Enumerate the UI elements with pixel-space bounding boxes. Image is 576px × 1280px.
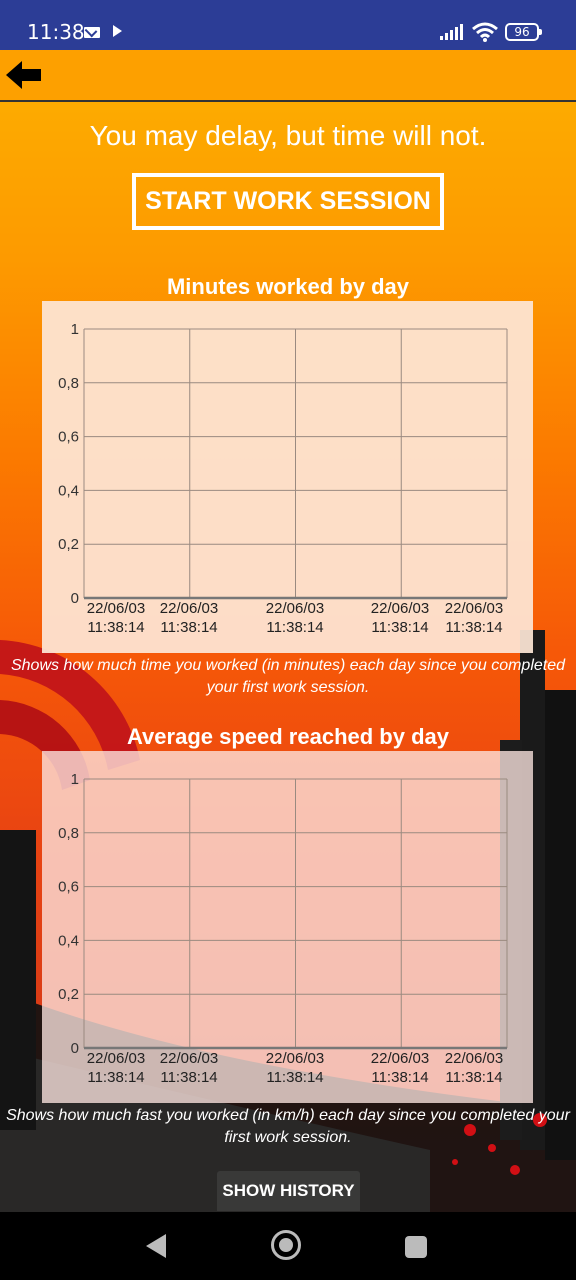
- x-tick-label: 11:38:14: [266, 619, 323, 636]
- x-tick-label: 22/06/03: [445, 1050, 503, 1067]
- status-time: 11:38: [27, 20, 85, 44]
- motto-text: You may delay, but time will not.: [89, 120, 487, 151]
- x-tick-label: 11:38:14: [87, 1069, 144, 1086]
- x-tick-label: 22/06/03: [445, 600, 503, 617]
- x-tick-label: 11:38:14: [266, 1069, 323, 1086]
- y-tick-label: 0,4: [58, 482, 79, 499]
- mail-icon: [84, 27, 100, 38]
- x-tick-label: 22/06/03: [371, 1050, 429, 1067]
- y-tick-label: 1: [71, 771, 79, 788]
- arrow-left-icon[interactable]: [4, 58, 44, 92]
- x-tick-label: 22/06/03: [160, 1050, 218, 1067]
- nav-back-icon[interactable]: [146, 1234, 166, 1258]
- y-tick-label: 0,2: [58, 986, 79, 1003]
- x-tick-label: 11:38:14: [371, 1069, 428, 1086]
- chart-speed-by-day: 0 0,2 0,4 0,6 0,8 1 22/06/03 11:38:14 22/06/03 11…: [42, 751, 533, 1103]
- x-tick-label: 11:38:14: [87, 619, 144, 636]
- chart-title-speed: Average speed reached by day: [126, 724, 449, 749]
- show-history-button[interactable]: SHOW HISTORY: [217, 1171, 360, 1211]
- x-tick-label: 22/06/03: [266, 600, 324, 617]
- x-tick-label: 11:38:14: [160, 1069, 217, 1086]
- chart-svg-speed: 0 0,2 0,4 0,6 0,8 1 22/06/03 11:38:14 22/06/03 11…: [42, 751, 533, 1103]
- x-tick-label: 22/06/03: [160, 600, 218, 617]
- x-tick-label: 22/06/03: [266, 1050, 324, 1067]
- status-bar: 11:38 96: [0, 0, 576, 50]
- chart-background: [42, 751, 533, 1103]
- x-tick-label: 22/06/03: [87, 1050, 145, 1067]
- x-tick-label: 22/06/03: [371, 600, 429, 617]
- chart-caption-minutes: Shows how much time you worked (in minut…: [10, 657, 566, 696]
- y-tick-label: 0,8: [58, 825, 79, 842]
- y-tick-label: 0,2: [58, 536, 79, 553]
- x-tick-label: 11:38:14: [445, 619, 502, 636]
- y-tick-label: 0,6: [58, 879, 79, 896]
- navigation-bar: [0, 1212, 576, 1280]
- y-tick-label: 0: [71, 1040, 79, 1057]
- y-tick-label: 0: [71, 590, 79, 607]
- x-tick-label: 11:38:14: [371, 619, 428, 636]
- toolbar: [0, 50, 576, 102]
- battery-icon: 96: [505, 23, 542, 41]
- chart-title-minutes: Minutes worked by day: [166, 274, 410, 299]
- nav-home-icon[interactable]: [271, 1230, 301, 1260]
- y-tick-label: 0,8: [58, 375, 79, 392]
- y-tick-label: 0,4: [58, 932, 79, 949]
- wifi-icon: [472, 22, 498, 42]
- signal-icon: [440, 24, 463, 40]
- chart-svg-minutes: 0 0,2 0,4 0,6 0,8 1 22/06/03 11:38:14 22/06/03 11…: [42, 301, 533, 653]
- x-tick-label: 11:38:14: [445, 1069, 502, 1086]
- chart-minutes-by-day: 0 0,2 0,4 0,6 0,8 1 22/06/03 11:38:14 22/06/03 11…: [42, 301, 533, 653]
- y-tick-label: 0,6: [58, 429, 79, 446]
- nav-recents-icon[interactable]: [405, 1236, 427, 1258]
- start-work-session-button[interactable]: START WORK SESSION: [132, 173, 444, 230]
- x-tick-label: 11:38:14: [160, 619, 217, 636]
- y-tick-label: 1: [71, 321, 79, 338]
- chart-caption-speed: Shows how much fast you worked (in km/h)…: [6, 1107, 570, 1146]
- x-tick-label: 22/06/03: [87, 600, 145, 617]
- play-icon: [113, 25, 122, 37]
- chart-background: [42, 301, 533, 653]
